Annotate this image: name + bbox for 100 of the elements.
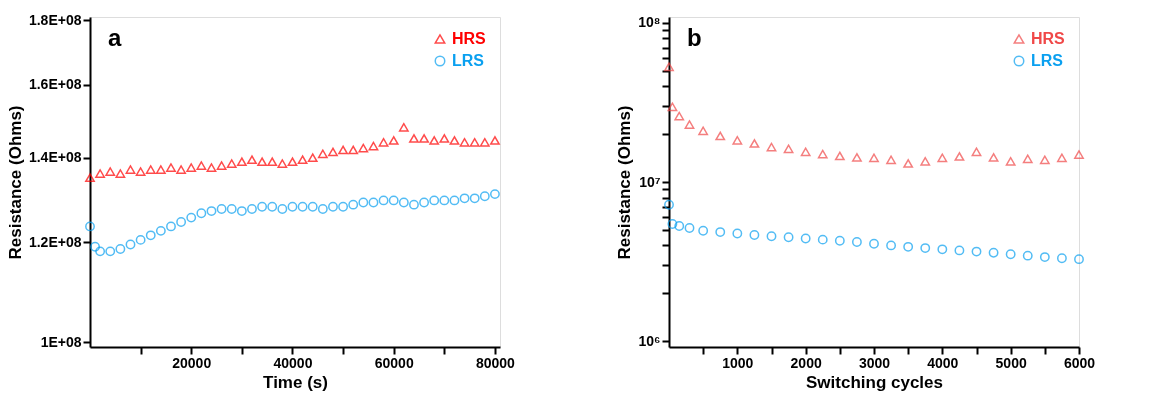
point	[971, 246, 982, 257]
point	[766, 142, 777, 152]
point	[206, 163, 217, 172]
point	[1039, 252, 1050, 262]
point	[429, 195, 440, 206]
point	[667, 102, 678, 112]
point	[135, 234, 146, 245]
point	[834, 235, 845, 246]
point	[851, 153, 862, 162]
point	[1022, 154, 1033, 164]
point	[698, 225, 709, 236]
point	[95, 246, 106, 257]
point	[287, 201, 298, 212]
x-axis-title: Switching cycles	[806, 372, 943, 392]
y-tick-label: 1.6E+08	[28, 76, 82, 93]
point	[903, 241, 914, 252]
point	[1074, 254, 1084, 265]
point	[715, 131, 726, 141]
y-tick-label: 10⁸	[638, 14, 661, 31]
point	[988, 153, 999, 162]
point	[459, 193, 470, 204]
point	[1005, 156, 1016, 166]
legend-label: LRS	[1031, 52, 1064, 69]
point	[817, 149, 828, 159]
point	[1074, 150, 1084, 159]
point	[409, 134, 419, 143]
point	[469, 193, 480, 204]
point	[95, 169, 106, 178]
point	[368, 197, 379, 208]
point	[145, 230, 156, 241]
x-tick-label: 6000	[1063, 354, 1096, 371]
point	[988, 247, 999, 258]
point	[674, 111, 685, 121]
point	[328, 201, 338, 212]
x-tick-label: 3000	[858, 354, 891, 371]
point	[715, 227, 726, 238]
point	[358, 143, 369, 153]
point	[216, 204, 227, 214]
point	[196, 161, 207, 170]
legend-label: HRS	[1031, 30, 1066, 47]
point	[226, 204, 237, 214]
point	[1022, 250, 1033, 261]
point	[490, 189, 500, 200]
point	[429, 136, 440, 145]
point	[176, 217, 187, 227]
point	[186, 163, 197, 172]
point	[920, 156, 931, 166]
point	[388, 136, 399, 145]
point	[186, 212, 197, 223]
y-tick-label: 1.4E+08	[28, 149, 82, 166]
point	[732, 135, 743, 145]
point	[800, 233, 811, 244]
point	[166, 221, 176, 232]
point	[236, 157, 247, 167]
point	[851, 237, 862, 247]
x-tick-label: 40000	[273, 354, 313, 371]
point	[236, 206, 247, 217]
point	[277, 159, 288, 168]
x-tick-label: 20000	[172, 354, 212, 371]
point	[378, 195, 389, 206]
point	[398, 197, 409, 208]
point	[317, 204, 328, 214]
point	[328, 147, 338, 157]
point	[247, 204, 257, 214]
point	[439, 195, 450, 206]
point	[1056, 253, 1067, 264]
point	[667, 219, 678, 229]
point	[886, 240, 897, 251]
annotation: a	[108, 24, 122, 51]
point	[783, 232, 794, 243]
y-tick-label: 1.2E+08	[28, 233, 82, 250]
point	[920, 243, 931, 253]
point	[449, 136, 460, 145]
x-tick-label: 2000	[790, 354, 822, 371]
x-tick-label: 80000	[475, 354, 516, 371]
point	[105, 246, 116, 257]
point	[206, 206, 217, 217]
point	[125, 239, 136, 250]
point	[115, 169, 126, 178]
point	[297, 155, 308, 165]
point	[684, 223, 695, 233]
y-axis-title: Resistance (Ohms)	[5, 105, 25, 260]
point	[145, 165, 156, 174]
point	[176, 165, 187, 174]
point	[479, 191, 490, 202]
point	[869, 238, 879, 249]
point	[338, 201, 349, 212]
point	[216, 161, 227, 170]
point	[419, 134, 430, 143]
point	[664, 199, 674, 210]
point	[348, 145, 359, 155]
point	[257, 201, 268, 212]
y-tick-label: 1E+08	[40, 333, 82, 350]
point	[388, 195, 399, 206]
point	[834, 151, 845, 161]
point	[664, 62, 674, 72]
x-tick-label: 60000	[374, 354, 414, 371]
x-tick-label: 1000	[722, 354, 754, 371]
point	[155, 225, 166, 236]
x-tick-label: 4000	[927, 354, 959, 371]
